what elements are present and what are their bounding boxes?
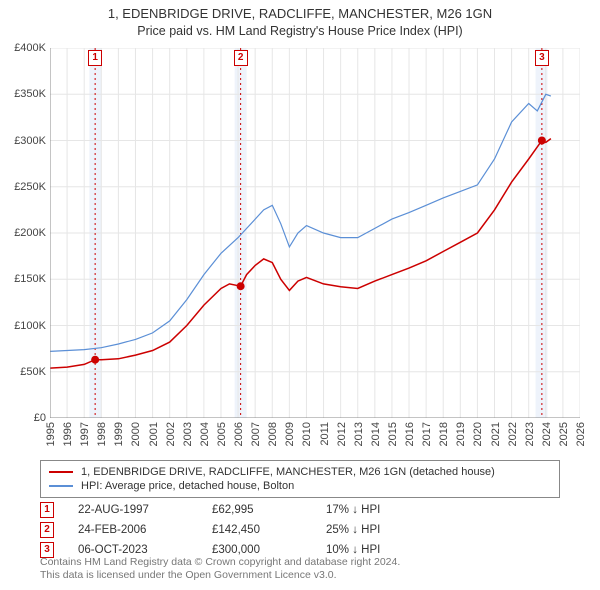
title-block: 1, EDENBRIDGE DRIVE, RADCLIFFE, MANCHEST… xyxy=(0,0,600,39)
y-axis-label: £150K xyxy=(14,273,46,285)
chart-area: £0£50K£100K£150K£200K£250K£300K£350K£400… xyxy=(50,48,580,418)
y-axis-label: £300K xyxy=(14,135,46,147)
data-point-marker xyxy=(538,137,546,145)
event-row: 1 22-AUG-1997 £62,995 17% ↓ HPI xyxy=(40,500,560,520)
event-diff: 17% ↓ HPI xyxy=(326,504,416,516)
footer-line: Contains HM Land Registry data © Crown c… xyxy=(40,556,400,569)
y-axis-label: £50K xyxy=(20,366,46,378)
event-price: £62,995 xyxy=(212,504,302,516)
x-axis-label: 2020 xyxy=(472,422,484,446)
event-date: 22-AUG-1997 xyxy=(78,504,188,516)
x-axis-label: 1997 xyxy=(79,422,91,446)
data-point-marker xyxy=(237,282,245,290)
x-axis-label: 2000 xyxy=(130,422,142,446)
x-axis-label: 1995 xyxy=(45,422,57,446)
title-sub: Price paid vs. HM Land Registry's House … xyxy=(0,23,600,39)
legend-row: HPI: Average price, detached house, Bolt… xyxy=(49,479,551,493)
x-axis-label: 2016 xyxy=(404,422,416,446)
x-axis-label: 1996 xyxy=(62,422,74,446)
series-price_paid xyxy=(50,139,551,369)
chart-event-marker: 3 xyxy=(535,50,549,66)
x-axis-label: 2025 xyxy=(558,422,570,446)
x-axis-label: 2013 xyxy=(353,422,365,446)
x-axis-label: 2002 xyxy=(165,422,177,446)
event-marker-icon: 2 xyxy=(40,522,54,538)
x-axis-label: 2006 xyxy=(233,422,245,446)
y-axis-label: £200K xyxy=(14,227,46,239)
event-diff: 10% ↓ HPI xyxy=(326,544,416,556)
series-hpi xyxy=(50,94,551,351)
legend-swatch xyxy=(49,485,73,487)
x-axis-label: 2017 xyxy=(421,422,433,446)
legend-label: HPI: Average price, detached house, Bolt… xyxy=(81,480,294,492)
event-date: 24-FEB-2006 xyxy=(78,524,188,536)
x-axis-label: 1999 xyxy=(113,422,125,446)
legend-row: 1, EDENBRIDGE DRIVE, RADCLIFFE, MANCHEST… xyxy=(49,465,551,479)
event-price: £142,450 xyxy=(212,524,302,536)
chart-svg xyxy=(50,48,580,418)
chart-container: 1, EDENBRIDGE DRIVE, RADCLIFFE, MANCHEST… xyxy=(0,0,600,590)
footer: Contains HM Land Registry data © Crown c… xyxy=(40,556,400,581)
x-axis-label: 2023 xyxy=(524,422,536,446)
x-axis-label: 2001 xyxy=(148,422,160,446)
y-axis-label: £100K xyxy=(14,320,46,332)
x-axis-label: 2011 xyxy=(319,422,331,446)
x-axis-label: 2015 xyxy=(387,422,399,446)
x-axis-label: 2007 xyxy=(250,422,262,446)
y-axis-label: £400K xyxy=(14,42,46,54)
x-axis-label: 2019 xyxy=(455,422,467,446)
footer-line: This data is licensed under the Open Gov… xyxy=(40,569,400,582)
x-axis-label: 2018 xyxy=(438,422,450,446)
x-axis-label: 2004 xyxy=(199,422,211,446)
title-main: 1, EDENBRIDGE DRIVE, RADCLIFFE, MANCHEST… xyxy=(0,6,600,23)
x-axis-label: 2009 xyxy=(284,422,296,446)
x-axis-label: 2014 xyxy=(370,422,382,446)
legend-swatch xyxy=(49,471,73,473)
x-axis-label: 2026 xyxy=(575,422,587,446)
data-point-marker xyxy=(91,356,99,364)
events-table: 1 22-AUG-1997 £62,995 17% ↓ HPI 2 24-FEB… xyxy=(40,500,560,560)
event-row: 2 24-FEB-2006 £142,450 25% ↓ HPI xyxy=(40,520,560,540)
event-marker-icon: 1 xyxy=(40,502,54,518)
event-diff: 25% ↓ HPI xyxy=(326,524,416,536)
chart-event-marker: 1 xyxy=(88,50,102,66)
event-price: £300,000 xyxy=(212,544,302,556)
x-axis-label: 2005 xyxy=(216,422,228,446)
x-axis-label: 2003 xyxy=(182,422,194,446)
x-axis-label: 2024 xyxy=(541,422,553,446)
x-axis-label: 2022 xyxy=(507,422,519,446)
x-axis-label: 2021 xyxy=(490,422,502,446)
event-date: 06-OCT-2023 xyxy=(78,544,188,556)
y-axis-label: £350K xyxy=(14,88,46,100)
legend-box: 1, EDENBRIDGE DRIVE, RADCLIFFE, MANCHEST… xyxy=(40,460,560,498)
x-axis-label: 2010 xyxy=(301,422,313,446)
legend-label: 1, EDENBRIDGE DRIVE, RADCLIFFE, MANCHEST… xyxy=(81,466,495,478)
x-axis-label: 1998 xyxy=(96,422,108,446)
chart-event-marker: 2 xyxy=(234,50,248,66)
y-axis-label: £250K xyxy=(14,181,46,193)
x-axis-label: 2012 xyxy=(336,422,348,446)
x-axis-label: 2008 xyxy=(267,422,279,446)
